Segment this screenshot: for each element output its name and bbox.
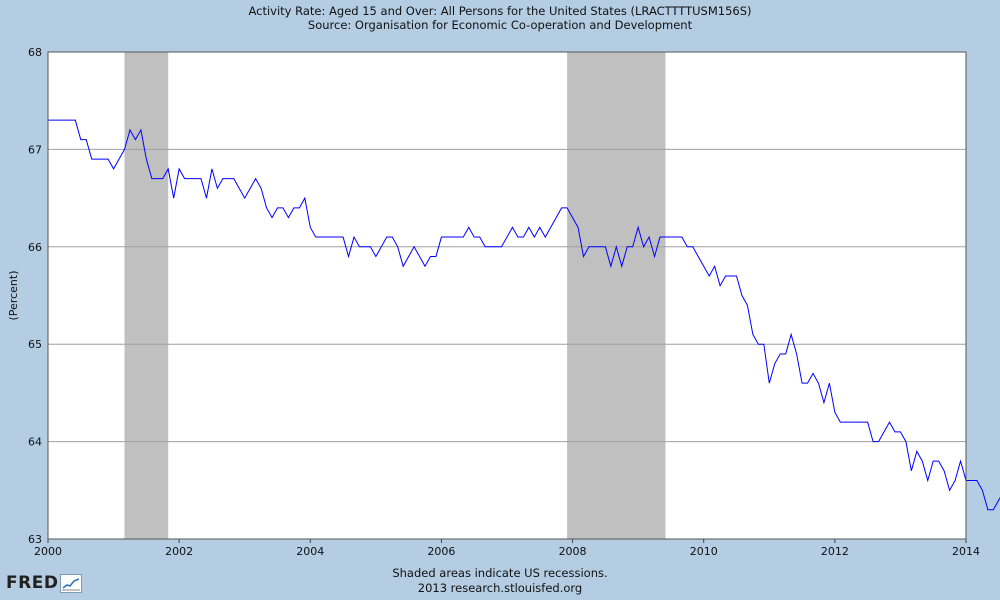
x-tick-label: 2012 xyxy=(821,545,849,558)
x-tick-label: 2014 xyxy=(952,545,980,558)
y-tick-label: 68 xyxy=(28,46,42,59)
x-tick-label: 2010 xyxy=(690,545,718,558)
source-credit: 2013 research.stlouisfed.org xyxy=(417,581,583,595)
y-tick-label: 65 xyxy=(28,338,42,351)
recession-shade xyxy=(567,52,666,539)
plot-border xyxy=(47,51,967,540)
y-axis-label: (Percent) xyxy=(7,271,20,321)
fred-logo[interactable]: FRED xyxy=(6,573,83,593)
x-tick-label: 2006 xyxy=(427,545,455,558)
chart-thumbnail-icon xyxy=(60,573,83,593)
y-tick-label: 64 xyxy=(28,436,42,449)
recession-shade xyxy=(124,52,169,539)
fred-logo-text: FRED xyxy=(6,573,59,593)
plot-background xyxy=(48,52,966,539)
chart-title: Activity Rate: Aged 15 and Over: All Per… xyxy=(248,4,752,18)
x-tick-label: 2002 xyxy=(165,545,193,558)
series-line xyxy=(48,119,1000,511)
chart-subtitle: Source: Organisation for Economic Co-ope… xyxy=(307,18,693,32)
x-tick-label: 2008 xyxy=(559,545,587,558)
y-tick-label: 67 xyxy=(28,143,42,156)
y-tick-label: 66 xyxy=(28,241,42,254)
recession-footnote: Shaded areas indicate US recessions. xyxy=(392,566,608,580)
y-tick-label: 63 xyxy=(28,533,42,546)
x-tick-label: 2000 xyxy=(34,545,62,558)
x-tick-label: 2004 xyxy=(296,545,324,558)
